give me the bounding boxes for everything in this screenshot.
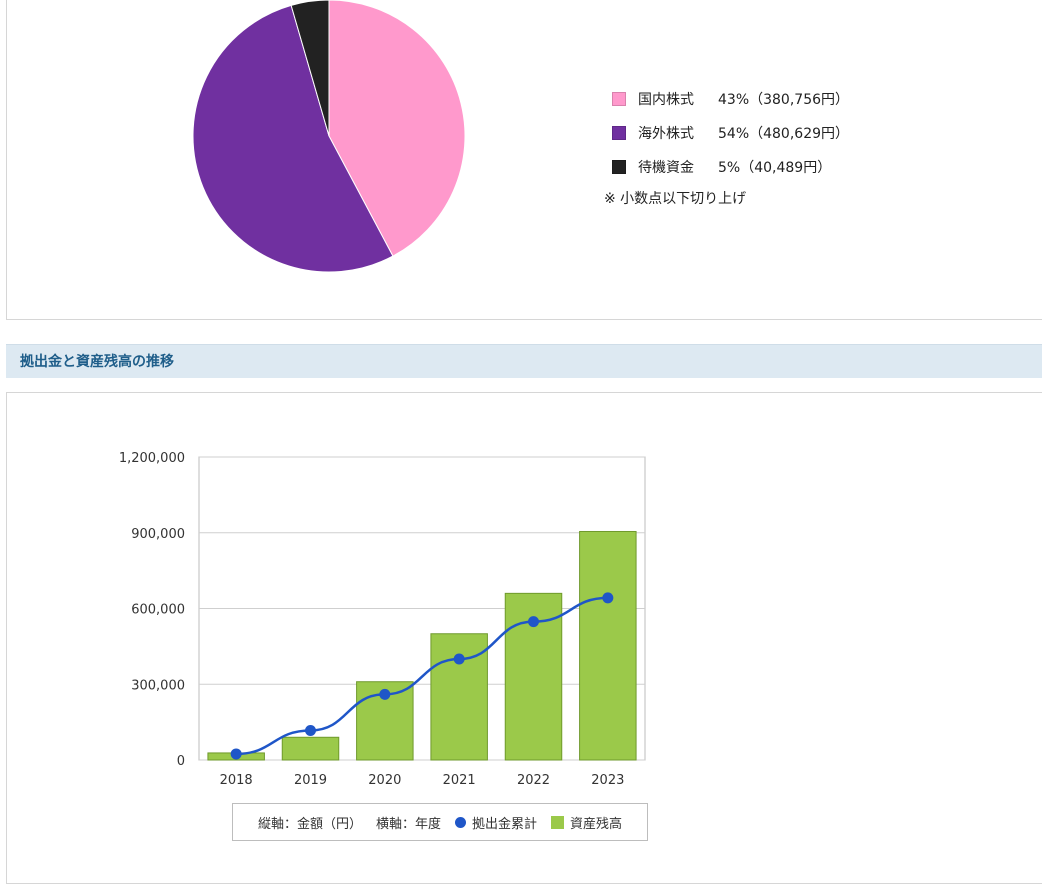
pie-legend-item-domestic: 国内株式 43%（380,756円） (612, 82, 849, 116)
x-tick-label: 2021 (443, 773, 476, 788)
legend-balance-label: 資産残高 (570, 816, 623, 832)
x-tick-label: 2018 (220, 773, 253, 788)
legend-balance: 資産残高 (551, 813, 622, 832)
section-title: 拠出金と資産残高の推移 (6, 344, 1042, 378)
legend-swatch (612, 126, 626, 140)
contribution-point-2018 (230, 748, 242, 760)
legend-dot-icon (455, 816, 466, 828)
chart-legend: 縦軸：金額（円） 横軸：年度 拠出金累計 資産残高 (232, 803, 648, 841)
pie-legend: 国内株式 43%（380,756円） 海外株式 54%（480,629円） 待機… (604, 82, 849, 208)
contribution-point-2021 (453, 653, 465, 665)
x-tick-label: 2022 (517, 773, 550, 788)
rounding-note: ※ 小数点以下切り上げ (604, 191, 747, 207)
legend-yaxis-note: 縦軸：金額（円） (257, 816, 362, 832)
contribution-point-2023 (602, 592, 614, 604)
bar-2019 (281, 736, 340, 761)
legend-swatch (612, 92, 626, 106)
pie-chart (192, 0, 466, 273)
y-tick-label: 300,000 (131, 678, 185, 693)
legend-swatch (612, 160, 626, 174)
y-tick-label: 900,000 (131, 527, 185, 542)
pie-legend-item-foreign: 海外株式 54%（480,629円） (612, 116, 849, 150)
y-tick-label: 1,200,000 (119, 451, 185, 466)
pie-slice-2 (290, 0, 330, 137)
legend-square-icon (551, 815, 565, 829)
legend-value: 43%（380,756円） (718, 92, 850, 108)
pie-slice-1 (192, 4, 394, 273)
legend-contrib: 拠出金累計 (455, 813, 537, 832)
y-tick-label: 600,000 (131, 603, 185, 618)
legend-value: 5%（40,489円） (718, 160, 832, 176)
legend-label: 待機資金 (638, 160, 694, 176)
x-tick-label: 2023 (591, 773, 624, 788)
legend-contrib-label: 拠出金累計 (472, 816, 538, 832)
bar-2023 (579, 530, 637, 761)
contribution-point-2022 (528, 616, 539, 628)
bar-2021 (430, 633, 488, 761)
contribution-point-2019 (305, 724, 316, 736)
legend-value: 54%（480,629円） (718, 126, 850, 142)
x-tick-label: 2019 (294, 773, 327, 788)
legend-label: 海外株式 (638, 126, 694, 142)
allocation-panel (6, 0, 1042, 320)
legend-label: 国内株式 (638, 92, 694, 108)
x-tick-label: 2020 (368, 773, 401, 788)
pie-legend-item-cash: 待機資金 5%（40,489円） (612, 150, 849, 184)
pie-slice-0 (328, 0, 466, 257)
y-tick-label: 0 (177, 754, 185, 769)
contribution-point-2020 (379, 688, 391, 700)
legend-xaxis-note: 横軸：年度 (375, 816, 441, 832)
